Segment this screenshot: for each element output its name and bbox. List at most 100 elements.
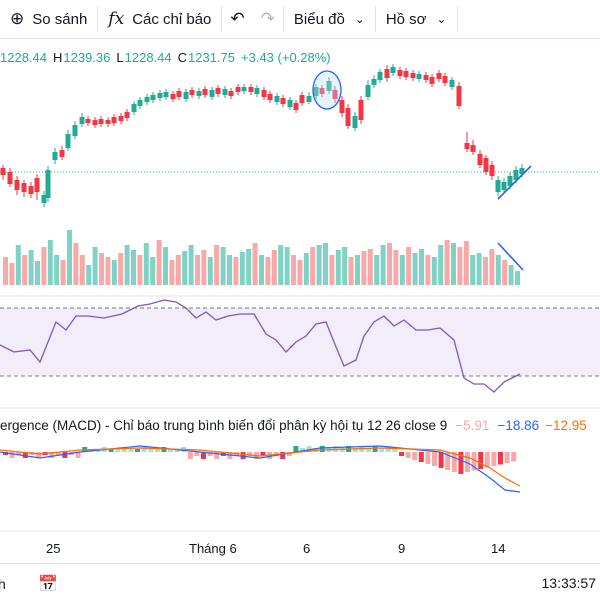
top-toolbar: ⊕ So sánh fx Các chỉ báo ↶ ↷ Biểu đồ ⌄ H…: [0, 0, 600, 39]
toolbar-divider: [456, 6, 458, 32]
volume-bar: [438, 245, 444, 285]
macd-histogram-bar: [425, 452, 431, 464]
candle-body: [202, 89, 208, 95]
macd-histogram-bar: [491, 452, 497, 466]
volume-bar: [278, 245, 284, 285]
macd-histogram-bar: [366, 448, 371, 452]
macd-histogram-bar: [399, 452, 404, 456]
volume-bar: [476, 253, 482, 285]
candle-body: [416, 74, 422, 79]
volume-bar: [143, 243, 149, 285]
volume-bar: [73, 243, 79, 285]
calendar-icon[interactable]: 📅: [38, 576, 58, 593]
macd-histogram-bar: [306, 446, 312, 452]
volume-bar: [367, 249, 373, 285]
macd-histogram-bar: [247, 452, 253, 456]
volume-bar: [252, 243, 258, 285]
candle-body: [332, 90, 338, 99]
candle-body: [339, 100, 345, 113]
volume-bar: [265, 257, 271, 285]
volume-bar: [105, 257, 111, 285]
undo-icon: ↶: [230, 9, 245, 28]
volume-bar: [220, 247, 226, 285]
macd-histogram-bar: [194, 452, 200, 456]
macd-histogram-bar: [16, 452, 22, 455]
change-value: +3.43 (+0.28%): [241, 50, 331, 65]
indicators-button[interactable]: fx Các chỉ báo: [98, 0, 221, 38]
volume-bar: [131, 250, 136, 285]
candle-body: [215, 88, 221, 94]
candle-body: [313, 87, 319, 96]
macd-histogram-bar: [478, 452, 484, 469]
macd-histogram-bar: [372, 446, 378, 452]
macd-histogram-bar: [148, 449, 154, 452]
candle-body: [248, 87, 254, 92]
undo-button[interactable]: ↶: [222, 0, 252, 38]
compare-label: So sánh: [32, 10, 88, 28]
trend-line[interactable]: [497, 165, 532, 200]
macd-histogram-bar: [504, 452, 510, 463]
candle-body: [507, 176, 513, 186]
volume-bars: [3, 230, 520, 285]
time-axis-label: 25: [46, 541, 61, 556]
toolbar-divider: [97, 6, 99, 32]
candle-body: [319, 88, 325, 94]
macd-histogram-bar: [141, 447, 147, 452]
range-label[interactable]: h: [0, 576, 6, 592]
macd-title: ergence (MACD) - Chỉ báo trung bình biến…: [0, 418, 448, 433]
rsi-line: [0, 299, 521, 393]
candle-body: [111, 117, 117, 123]
macd-line: [0, 445, 521, 493]
volume-bar: [195, 255, 200, 285]
macd-histogram-bar: [75, 452, 81, 458]
volume-bar: [28, 250, 34, 285]
signal-line: [0, 447, 521, 487]
macd-histogram-bar: [115, 449, 121, 452]
candle-body: [403, 71, 409, 77]
candle-body: [170, 94, 176, 99]
macd-histogram-bar: [286, 452, 292, 456]
volume-bar: [227, 255, 232, 285]
candle-body: [157, 93, 163, 98]
candle-body: [397, 70, 403, 76]
volume-bar: [335, 250, 341, 285]
volume-bar: [515, 271, 520, 285]
macd-histogram-bar: [352, 448, 358, 452]
candle-body: [41, 195, 47, 203]
chart-menu-button[interactable]: Biểu đồ ⌄: [284, 0, 375, 38]
macd-histogram-bar: [108, 449, 114, 452]
candle-body: [464, 143, 470, 149]
highlight-circle[interactable]: [312, 70, 342, 110]
macd-histogram-bar: [260, 452, 266, 456]
macd-histogram-bar: [445, 452, 451, 470]
macd-histogram-bar: [49, 452, 55, 458]
macd-histogram-bar: [135, 449, 140, 452]
profile-menu-button[interactable]: Hồ sơ ⌄: [376, 0, 457, 38]
volume-bar: [483, 257, 488, 285]
volume-bar: [406, 247, 412, 285]
redo-button[interactable]: ↷: [253, 0, 283, 38]
volume-bar: [374, 255, 380, 285]
volume-bar: [323, 243, 328, 285]
volume-trend-line[interactable]: [497, 242, 524, 271]
volume-bar: [425, 255, 431, 285]
candle-body: [358, 100, 364, 120]
volume-bar: [3, 257, 8, 285]
time-axis-label: Tháng 6: [189, 541, 237, 556]
volume-bar: [163, 247, 168, 285]
compare-circle-icon: ⊕: [10, 9, 25, 28]
time-axis-label: 6: [303, 541, 311, 556]
candle-body: [241, 87, 247, 91]
volume-bar: [271, 250, 277, 285]
chart-canvas[interactable]: [0, 38, 600, 563]
macd-histogram-bar: [121, 447, 127, 452]
macd-histogram-value: −5.91: [455, 418, 490, 433]
candle-body: [28, 186, 34, 194]
volume-bar: [291, 255, 296, 285]
candle-body: [513, 170, 519, 180]
macd-legend: ergence (MACD) - Chỉ báo trung bình biến…: [0, 418, 587, 433]
compare-button[interactable]: ⊕ So sánh: [0, 0, 97, 38]
volume-bar: [259, 255, 264, 285]
volume-bar: [15, 245, 21, 285]
macd-histogram-bar: [161, 447, 167, 452]
